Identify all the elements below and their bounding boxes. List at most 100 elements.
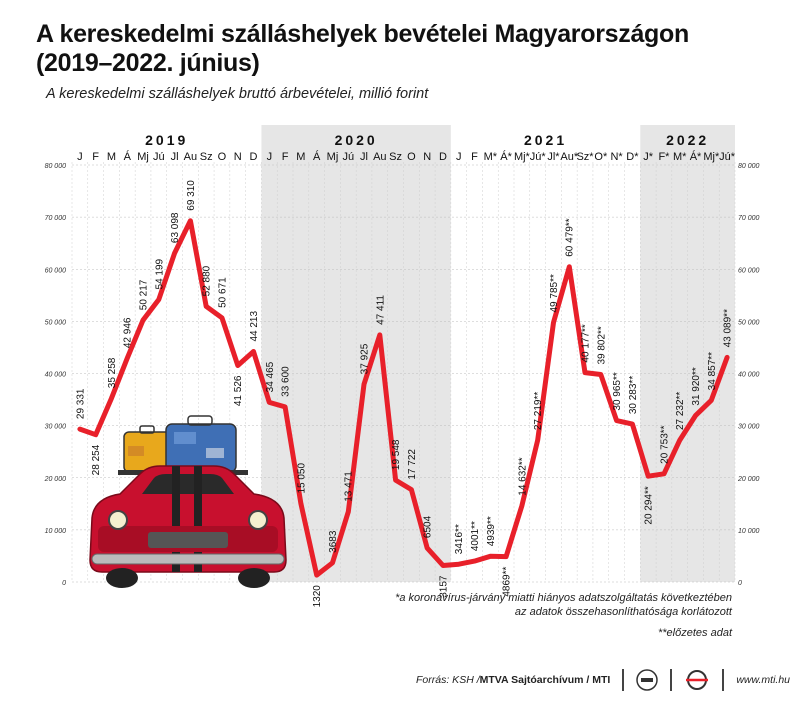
month-label: D bbox=[439, 151, 447, 163]
month-label: Mj bbox=[137, 151, 149, 163]
footnote-covid: *a koronavírus-járvány miatti hiányos ad… bbox=[395, 592, 732, 618]
month-label: Mj* bbox=[514, 151, 531, 163]
page-title: A kereskedelmi szálláshelyek bevételei M… bbox=[36, 20, 689, 77]
month-label: J* bbox=[643, 151, 654, 163]
data-label: 52 880 bbox=[202, 265, 213, 296]
y-tick-label: 80 000 bbox=[45, 163, 67, 170]
y-tick-label: 0 bbox=[738, 580, 742, 587]
revenue-line bbox=[77, 218, 730, 578]
month-label: Jú bbox=[153, 151, 165, 163]
month-label: M* bbox=[673, 151, 687, 163]
data-label: 27 232** bbox=[675, 392, 686, 430]
footnote-covid-line2: az adatok összehasonlíthatósága korlátoz… bbox=[514, 606, 732, 618]
data-label: 4001** bbox=[470, 521, 481, 551]
y-tick-label: 10 000 bbox=[45, 528, 67, 535]
month-label: N bbox=[234, 151, 242, 163]
month-label: Á bbox=[124, 150, 132, 163]
mti-logo-icon bbox=[686, 670, 709, 690]
y-tick-label: 10 000 bbox=[738, 528, 760, 535]
y-tick-label: 20 000 bbox=[737, 476, 760, 483]
y-tick-label: 50 000 bbox=[738, 319, 760, 326]
data-label: 47 411 bbox=[375, 295, 386, 325]
data-label: 63 098 bbox=[170, 212, 181, 243]
footnote-covid-line1: *a koronavírus-járvány miatti hiányos ad… bbox=[395, 592, 732, 604]
month-label: Sz bbox=[200, 151, 213, 163]
month-label: N* bbox=[610, 151, 623, 163]
month-label: M bbox=[296, 151, 305, 163]
data-label: 20 294** bbox=[644, 486, 655, 524]
y-tick-label: 30 000 bbox=[45, 424, 67, 431]
data-label: 30 283** bbox=[628, 376, 639, 414]
data-label: 34 857** bbox=[707, 352, 718, 390]
year-label: 2022 bbox=[666, 132, 709, 148]
month-label: J bbox=[456, 151, 462, 163]
month-label: J bbox=[267, 151, 273, 163]
month-label: Au* bbox=[560, 151, 578, 163]
data-label: 15 050 bbox=[296, 463, 307, 494]
data-labels: 29 331 28 254 35 258 42 946 50 217 54 199 63 0… bbox=[75, 180, 733, 608]
month-label: Sz bbox=[389, 151, 402, 163]
data-label: 27 219** bbox=[533, 392, 544, 430]
month-label: F bbox=[92, 151, 99, 163]
year-shade bbox=[640, 125, 735, 582]
data-label: 50 671 bbox=[217, 277, 228, 308]
month-label: Á* bbox=[500, 150, 512, 163]
y-tick-label: 20 000 bbox=[44, 476, 67, 483]
website-link[interactable]: www.mti.hu bbox=[736, 674, 790, 686]
separator bbox=[722, 669, 725, 691]
data-label: 60 479** bbox=[565, 218, 576, 256]
y-tick-label: 60 000 bbox=[45, 267, 67, 274]
data-label: 6504 bbox=[423, 515, 434, 538]
y-tick-label: 80 000 bbox=[738, 163, 760, 170]
data-label: 13 471 bbox=[344, 471, 355, 502]
year-labels: 2019 2020 2021 2022 bbox=[145, 132, 709, 148]
year-shading bbox=[261, 125, 735, 582]
data-label: 3683 bbox=[328, 530, 339, 553]
month-label: Á bbox=[313, 150, 321, 163]
month-label: Á* bbox=[690, 150, 702, 163]
source-prefix: Forrás: KSH / bbox=[416, 674, 480, 686]
data-label: 43 089** bbox=[723, 309, 734, 347]
data-label: 4939** bbox=[486, 516, 497, 546]
data-label: 3157 bbox=[438, 575, 449, 598]
data-label: 28 254 bbox=[91, 444, 102, 475]
data-label: 4869** bbox=[502, 567, 513, 597]
month-label: Mj bbox=[327, 151, 339, 163]
data-label: 20 753** bbox=[659, 425, 670, 463]
data-label: 1320 bbox=[312, 585, 323, 608]
data-label: 50 217 bbox=[139, 279, 150, 310]
y-tick-label: 70 000 bbox=[738, 215, 760, 222]
year-label: 2019 bbox=[145, 132, 188, 148]
month-label: Sz* bbox=[576, 151, 594, 163]
data-label: 30 965** bbox=[612, 372, 623, 410]
month-label: Jl* bbox=[547, 151, 560, 163]
footnote-preliminary: **előzetes adat bbox=[658, 627, 732, 639]
mtva-logo-icon bbox=[636, 669, 659, 691]
month-label: Au bbox=[373, 151, 386, 163]
month-label: J bbox=[77, 151, 83, 163]
month-label: Jú* bbox=[719, 151, 736, 163]
month-label: M bbox=[107, 151, 116, 163]
separator bbox=[670, 669, 673, 691]
data-label: 19 548 bbox=[391, 439, 402, 470]
data-label: 40 177** bbox=[581, 324, 592, 362]
data-label: 41 526 bbox=[233, 375, 244, 406]
y-tick-label: 0 bbox=[62, 580, 66, 587]
month-label: O bbox=[218, 151, 227, 163]
data-label: 33 600 bbox=[281, 366, 292, 397]
month-label: N bbox=[423, 151, 431, 163]
y-axis-left: 0 10 000 20 000 30 000 40 000 50 000 60 000 70 … bbox=[44, 163, 67, 587]
data-label: 39 802** bbox=[596, 326, 607, 364]
month-labels: J F M Á Mj Jú Jl Au Sz O N D J F M Á Mj Jú Jl Au Sz O N D J F M* Á*… bbox=[77, 150, 736, 163]
y-tick-label: 60 000 bbox=[738, 267, 760, 274]
month-label: Jl bbox=[171, 151, 179, 163]
y-tick-label: 40 000 bbox=[45, 372, 67, 379]
data-label: 29 331 bbox=[75, 388, 86, 419]
data-label: 31 920** bbox=[691, 367, 702, 405]
data-label: 44 213 bbox=[249, 311, 260, 342]
separator bbox=[622, 669, 625, 691]
month-label: Jú bbox=[342, 151, 354, 163]
month-label: Au bbox=[184, 151, 197, 163]
